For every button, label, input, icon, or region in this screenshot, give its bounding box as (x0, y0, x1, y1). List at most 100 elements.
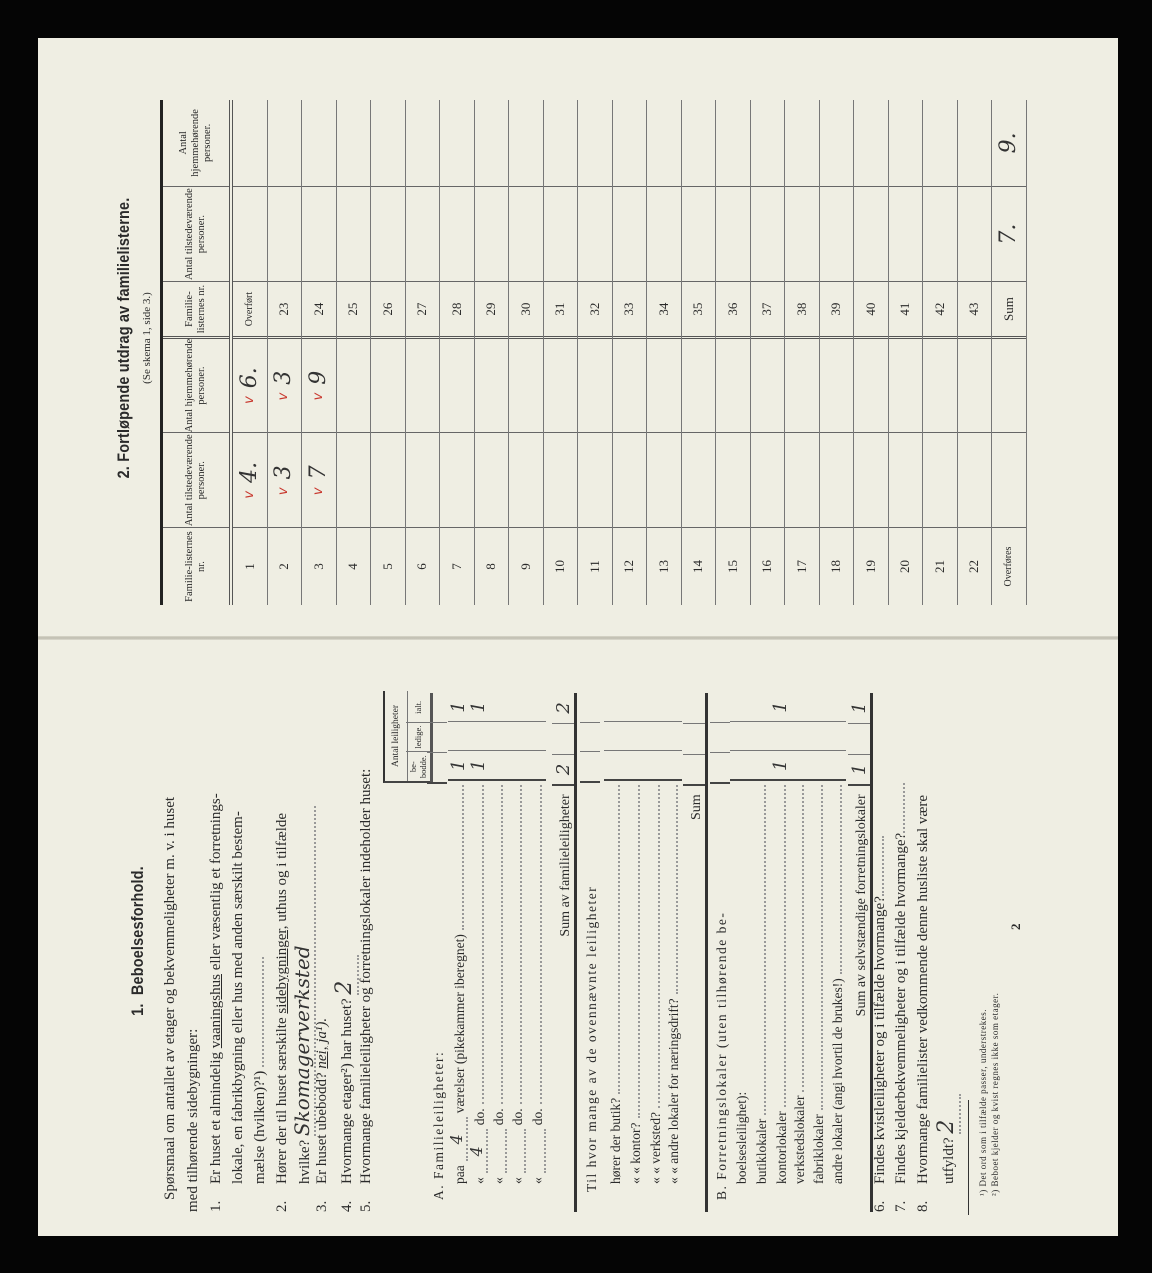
present-count-cell (785, 185, 819, 282)
resident-count-cell (647, 335, 681, 433)
row-label: verkstedslokaler (792, 781, 808, 1212)
occupied-cell (427, 753, 447, 785)
q2-number: 2. (274, 1200, 290, 1212)
row-label-text: Sum (689, 794, 704, 820)
list-number-value: 7 (448, 563, 464, 570)
list-number-value: 6 (414, 563, 430, 570)
present-count-cell (854, 432, 888, 528)
resident-count-cell (613, 100, 647, 186)
row-label: « do. (510, 781, 526, 1212)
q3-text: Er huset ubebodd? (314, 1072, 330, 1184)
question-2-cont: hvilke? Skomagerverksted (290, 806, 316, 1184)
present-count-cell (819, 432, 853, 528)
present-count-cell (819, 185, 853, 282)
header-resident-1: Antal hjemmehørende personer. (163, 335, 229, 433)
handwritten-count: 1 (447, 759, 469, 772)
question-1-cont-2: mælse (hvilken)?¹) (252, 957, 269, 1184)
list-number-cell: 43 (957, 281, 991, 336)
row-label: fabriklokaler (811, 781, 827, 1212)
present-count-value: 7. (995, 223, 1021, 245)
list-number-value: 10 (552, 560, 568, 574)
list-number-value: 40 (862, 302, 878, 316)
table-row: fabriklokaler (807, 692, 827, 1212)
list-number-cell: 28 (440, 281, 474, 336)
q3-option-yes: ja¹). (314, 1017, 330, 1043)
present-count-cell (612, 185, 646, 282)
header-present-1: Antal tilstedeværende personer. (163, 432, 229, 528)
list-number-cell: 39 (819, 281, 853, 336)
table-row: « do. (526, 692, 546, 1212)
q8-text: Hvormange familielister vedkommende denn… (915, 794, 931, 1184)
vacant-cell (662, 722, 682, 752)
resident-count-value: 6. (236, 367, 262, 389)
list-number-cell: 34 (647, 281, 681, 336)
section-2-subtitle: (Se skema 1, side 3.) (141, 292, 153, 384)
occupied-cell (730, 751, 750, 782)
present-count-cell (647, 432, 681, 528)
table-row: 15 36 (716, 100, 751, 605)
row-label: Sum av familieleiligheter (558, 786, 574, 1212)
occupied-cell: 1 (468, 751, 489, 782)
present-count-cell (405, 185, 439, 282)
row-label: B. Forretningslokaler (uten tilhørende b… (714, 784, 730, 1212)
table-row: 21 42 (923, 100, 958, 605)
q7-text: Findes kjelderbekvemmeligheter og i tilf… (893, 832, 909, 1184)
present-count-cell (716, 432, 750, 528)
total-cell (604, 692, 624, 723)
q7-number: 7. (893, 1200, 909, 1212)
present-count-cell (923, 185, 957, 282)
q1-underlined-answer: vaaningshus (208, 974, 224, 1049)
present-count-cell (647, 185, 681, 282)
present-count-cell (578, 432, 612, 528)
total-cell (710, 692, 730, 724)
dot-leader (520, 785, 522, 1105)
list-number-cell: 41 (888, 281, 922, 336)
list-number-value: 3 (310, 563, 326, 570)
occupied-cell: 2 (552, 754, 574, 787)
total-cell (683, 693, 705, 724)
list-number-cell: 25 (336, 281, 370, 336)
red-check-mark-icon: v (241, 396, 257, 404)
list-number-cell: 8 (474, 527, 508, 605)
occupied-cell: 1 (447, 751, 469, 782)
total-cell (826, 692, 846, 723)
list-number-value: 18 (828, 560, 844, 574)
list-number-cell: 1 (233, 527, 267, 605)
resident-count-cell (958, 100, 992, 186)
question-5: 5. Hvormange familieleiligheter og forret… (358, 769, 375, 1212)
list-number-value: Overført (243, 291, 255, 327)
row-label: butiklokaler (754, 781, 770, 1212)
list-number-value: 21 (931, 560, 947, 574)
handwritten-count: 2 (552, 702, 574, 714)
resident-count-cell (647, 100, 681, 186)
page-fold (38, 636, 1118, 640)
dot-leader (764, 785, 766, 1115)
resident-count-cell (923, 335, 957, 433)
occupied-cell (624, 751, 644, 782)
present-count-cell (371, 185, 405, 282)
occupied-cell (604, 751, 624, 782)
table-row: « « andre lokaler for næringsdrift? (662, 692, 682, 1212)
present-count-cell (267, 185, 301, 282)
list-number-cell: 5 (371, 527, 405, 605)
list-number-cell: 40 (854, 281, 888, 336)
vacant-cell (427, 723, 447, 754)
resident-count-cell (302, 100, 336, 186)
total-cell: 1 (448, 692, 469, 723)
resident-count-cell (544, 100, 578, 186)
list-number-cell: 7 (440, 527, 474, 605)
row-label: « do. (491, 781, 507, 1212)
question-4: 4. Hvormange etager²) har huset? 2 (332, 954, 359, 1212)
q6-text: Findes kvistleiligheter og i tilfælde hv… (872, 896, 888, 1184)
q5-number: 5. (358, 1200, 374, 1212)
resident-count-cell (371, 335, 405, 433)
list-number-value: 1 (241, 563, 257, 570)
resident-count-cell (992, 335, 1026, 433)
resident-count-cell (888, 335, 922, 433)
dot-leader (676, 785, 678, 995)
present-count-cell (681, 185, 715, 282)
table-row: 2 v 3 v 3 23 (267, 100, 302, 605)
occupied-cell (487, 751, 507, 782)
list-number-value: 15 (724, 560, 740, 574)
